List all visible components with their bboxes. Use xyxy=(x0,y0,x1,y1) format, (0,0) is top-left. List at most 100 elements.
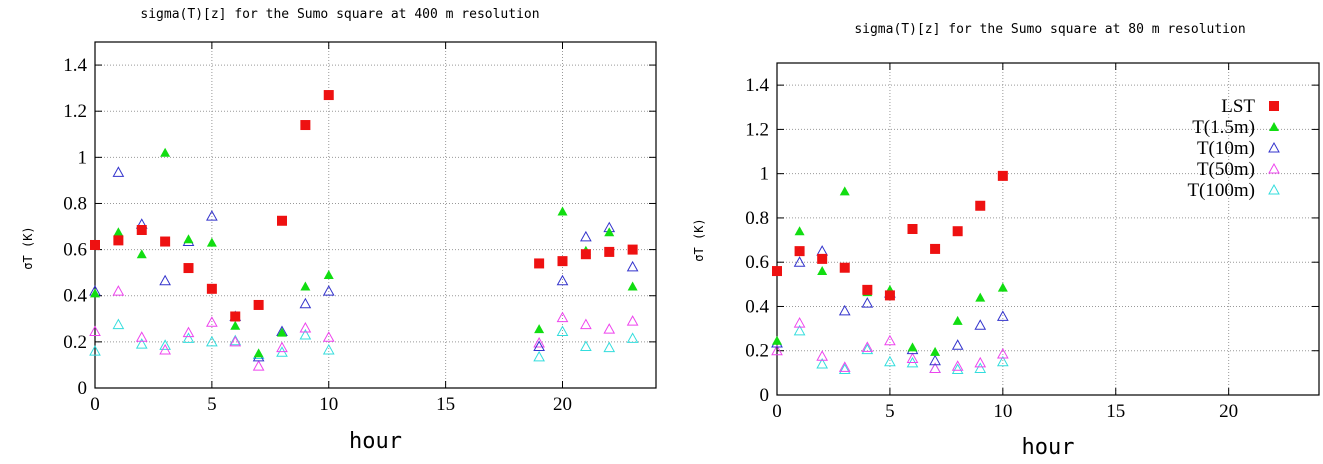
data-point xyxy=(603,341,616,353)
data-point xyxy=(136,249,147,259)
x-tick-label: 0 xyxy=(90,394,100,415)
data-point xyxy=(884,355,896,367)
data-point xyxy=(112,318,125,330)
chart-title: sigma(T)[z] for the Sumo square at 400 m… xyxy=(140,7,539,22)
y-tick-label: 1 xyxy=(78,147,88,168)
data-point xyxy=(277,327,287,337)
data-point xyxy=(159,339,171,350)
data-point xyxy=(997,282,1008,292)
x-tick-label: 15 xyxy=(436,394,455,415)
data-point xyxy=(974,319,987,330)
data-point xyxy=(580,230,592,242)
data-point xyxy=(772,335,782,345)
data-point xyxy=(906,352,919,363)
data-point xyxy=(816,245,829,256)
data-point xyxy=(206,335,218,347)
series-t-50m- xyxy=(89,285,639,371)
data-point xyxy=(996,348,1009,359)
data-point xyxy=(604,246,615,257)
y-tick-label: 0.8 xyxy=(63,193,87,214)
y-tick-label: 0.4 xyxy=(745,296,769,317)
data-point xyxy=(929,362,941,373)
data-point xyxy=(951,363,964,375)
data-point xyxy=(159,343,171,355)
data-point xyxy=(322,285,335,296)
data-point xyxy=(996,355,1009,367)
data-point xyxy=(771,344,783,356)
y-tick-label: 0.4 xyxy=(63,286,87,307)
series-t-100m- xyxy=(89,318,639,362)
data-point xyxy=(533,336,545,348)
y-tick-label: 0 xyxy=(78,378,88,399)
data-point xyxy=(884,334,896,346)
y-axis-label: σT (K) xyxy=(21,226,35,269)
data-point xyxy=(112,285,125,296)
data-point xyxy=(229,335,242,347)
data-point xyxy=(160,236,171,247)
data-point xyxy=(862,284,873,295)
data-point xyxy=(159,274,171,286)
data-point xyxy=(135,338,148,349)
y-tick-label: 1.4 xyxy=(745,75,769,96)
legend-label: LST xyxy=(1221,96,1255,117)
data-point xyxy=(907,342,918,352)
data-point xyxy=(206,283,217,294)
data-point xyxy=(952,226,963,237)
data-point xyxy=(323,90,334,101)
data-point xyxy=(183,263,194,274)
x-tick-label: 5 xyxy=(885,401,895,422)
data-point xyxy=(206,237,217,247)
x-tick-label: 10 xyxy=(319,394,338,415)
legend-label: T(1.5m) xyxy=(1192,117,1255,138)
data-point xyxy=(861,297,874,308)
data-point xyxy=(323,269,334,279)
data-point xyxy=(626,260,639,272)
data-point xyxy=(793,317,806,328)
y-tick-label: 1.2 xyxy=(63,101,87,122)
y-tick-label: 1.2 xyxy=(745,119,769,140)
data-point xyxy=(603,323,616,334)
data-point xyxy=(604,227,615,237)
series-layer xyxy=(771,170,1009,375)
data-point xyxy=(89,345,101,356)
series-layer xyxy=(89,90,639,371)
data-point xyxy=(997,170,1008,181)
data-point xyxy=(112,166,125,177)
chart-400m: sigma(T)[z] for the Sumo square at 400 m… xyxy=(21,7,657,454)
data-point xyxy=(206,210,218,221)
data-point xyxy=(627,281,638,291)
data-point xyxy=(580,249,591,260)
data-point xyxy=(534,258,545,269)
y-tick-label: 0.2 xyxy=(63,332,87,353)
data-point xyxy=(839,186,850,196)
data-point xyxy=(253,299,264,310)
data-point xyxy=(557,206,568,216)
data-point xyxy=(817,253,828,264)
y-tick-label: 0 xyxy=(760,385,770,406)
data-point xyxy=(533,350,545,362)
y-tick-label: 0.2 xyxy=(745,341,769,362)
legend-label: T(100m) xyxy=(1187,180,1255,201)
data-point xyxy=(952,315,963,325)
chart-title: sigma(T)[z] for the Sumo square at 80 m … xyxy=(854,22,1245,37)
data-point xyxy=(817,266,828,276)
data-point xyxy=(975,292,986,302)
legend-marker xyxy=(1269,101,1279,111)
chart-80m: sigma(T)[z] for the Sumo square at 80 m … xyxy=(692,22,1320,460)
series-t-1-5m- xyxy=(90,147,638,358)
y-tick-label: 0.6 xyxy=(63,240,87,261)
data-point xyxy=(299,321,312,333)
data-point xyxy=(556,325,569,336)
data-point xyxy=(182,326,195,338)
y-tick-label: 1 xyxy=(760,164,770,185)
data-point xyxy=(861,341,874,352)
x-axis-label: hour xyxy=(349,429,402,454)
legend-marker xyxy=(1269,122,1279,131)
data-point xyxy=(252,360,265,371)
data-point xyxy=(113,235,124,246)
legend-label: T(50m) xyxy=(1197,159,1255,180)
series-t-10m- xyxy=(771,245,1009,366)
series-lst xyxy=(772,170,1008,301)
data-point xyxy=(206,316,218,327)
data-point xyxy=(556,274,569,286)
